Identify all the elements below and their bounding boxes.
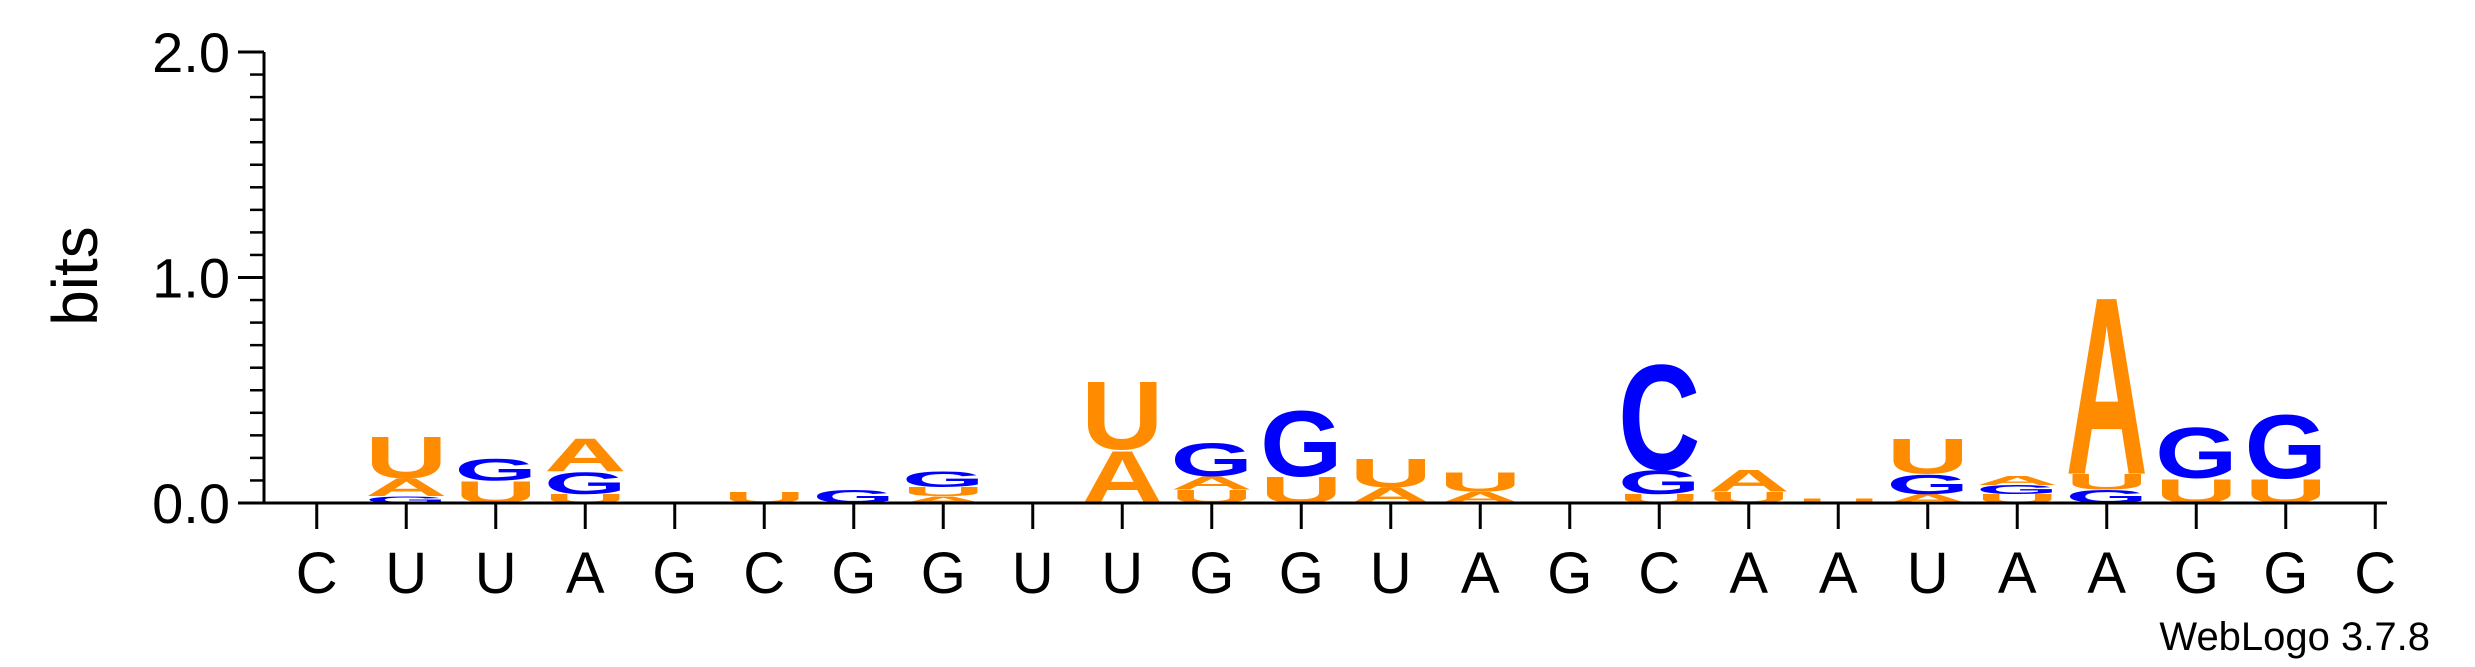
logo-letter: G (1976, 483, 2058, 497)
logo-letter: G (544, 465, 626, 500)
x-tick-label: A (1729, 541, 1768, 606)
logo-letter: G (2245, 396, 2327, 497)
credit-text: WebLogo 3.7.8 (2159, 615, 2430, 659)
x-tick-label: C (1638, 541, 1680, 606)
logo-glyph-A: A (544, 429, 626, 481)
x-tick-label: G (921, 541, 966, 606)
logo-glyph-G: G (1618, 463, 1700, 502)
y-tick-label: 2.0 (152, 21, 230, 84)
logo-letter: A (2066, 244, 2148, 528)
logo-glyph-A: A (2066, 244, 2148, 528)
logo-letter: A (1171, 473, 1253, 494)
logo-glyph-U: U (1797, 497, 1879, 504)
logo-glyph-A: A (1708, 463, 1790, 498)
logo-letter: A (1976, 474, 2058, 488)
logo-letter: G (1171, 434, 1253, 486)
x-tick-label: U (1370, 541, 1412, 606)
x-tick-label: G (2263, 541, 2308, 606)
y-tick-label: 1.0 (152, 247, 230, 310)
logo-letter: G (1260, 391, 1342, 496)
logo-glyph-U: U (1350, 451, 1432, 496)
logo-glyph-U: U (1081, 362, 1163, 470)
logo-letter: U (902, 485, 984, 499)
logo-glyph-U: U (365, 425, 447, 491)
logo-glyph-U: U (1887, 428, 1969, 484)
logo-letter: U (2066, 470, 2148, 494)
y-tick-label: 0.0 (152, 472, 230, 535)
logo-glyph-A: A (365, 474, 447, 502)
x-tick-label: G (652, 541, 697, 606)
logo-glyph-A: A (1976, 474, 2058, 488)
logo-glyph-G: G (1887, 469, 1969, 500)
logo-glyph-A: A (902, 495, 984, 505)
logo-letter: A (365, 474, 447, 502)
logo-glyph-U: U (2066, 470, 2148, 494)
logo-letter: U (1081, 362, 1163, 470)
logo-letter: G (365, 494, 447, 505)
logo-glyph-G: G (902, 468, 984, 492)
x-tick-label: U (475, 541, 517, 606)
logo-glyph-G: G (1976, 483, 2058, 497)
logo-letter: U (1797, 497, 1879, 504)
x-tick-label: G (831, 541, 876, 606)
logo-letter: G (902, 468, 984, 492)
logo-letter: U (365, 425, 447, 491)
logo-glyph-U: U (902, 485, 984, 499)
logo-glyph-G: G (365, 494, 447, 505)
x-tick-label: A (2087, 541, 2126, 606)
logo-glyph-G: G (544, 465, 626, 500)
x-tick-label: G (1547, 541, 1592, 606)
x-tick-label: U (1012, 541, 1054, 606)
y-axis-label: bits (39, 226, 111, 326)
logo-glyph-A: A (1171, 473, 1253, 494)
logo-letter: G (1618, 463, 1700, 502)
logo-letter: G (2155, 414, 2237, 494)
logo-glyph-G: G (2245, 396, 2327, 497)
logo-glyph-U: U (1439, 466, 1521, 498)
logo-glyph-G: G (1171, 434, 1253, 486)
logo-glyph-C: C (1618, 334, 1700, 502)
x-tick-label: G (1279, 541, 1324, 606)
y-axis-ticks: 0.0 1.0 2.0 (152, 21, 264, 535)
logo-letter: G (455, 452, 537, 487)
x-tick-label: G (2174, 541, 2219, 606)
x-tick-label: A (566, 541, 605, 606)
x-tick-label: C (2354, 541, 2396, 606)
logo-letter: U (1439, 466, 1521, 498)
x-tick-label: U (385, 541, 427, 606)
logo-letter: U (1350, 451, 1432, 496)
x-tick-label: C (296, 541, 338, 606)
logo-letter: A (902, 495, 984, 505)
x-tick-label: A (1998, 541, 2037, 606)
logo-glyph-G: G (1260, 391, 1342, 496)
x-tick-label: A (1819, 541, 1858, 606)
x-tick-label: U (1907, 541, 1949, 606)
logo-letter: C (1618, 334, 1700, 502)
logo-letter: A (1708, 463, 1790, 498)
logo-letter: G (1887, 469, 1969, 500)
x-tick-label: G (1189, 541, 1234, 606)
logo-glyph-G: G (455, 452, 537, 487)
logo-letter: U (1887, 428, 1969, 484)
x-tick-label: U (1101, 541, 1143, 606)
logo-glyph-G: G (2155, 414, 2237, 494)
x-tick-label: C (743, 541, 785, 606)
x-tick-label: A (1461, 541, 1500, 606)
logo-letter: A (544, 429, 626, 481)
